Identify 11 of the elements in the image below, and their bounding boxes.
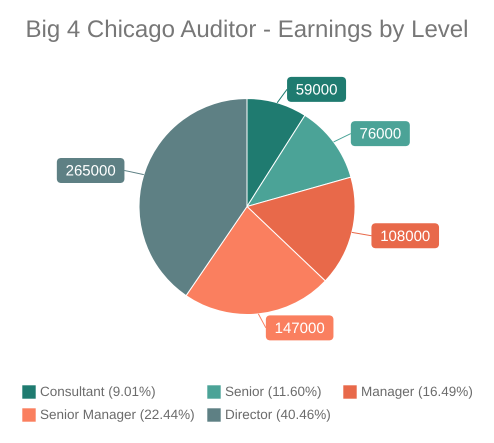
data-label: 147000 [274,320,325,337]
data-label: 265000 [66,162,116,180]
data-label: 59000 [296,81,338,98]
data-label: 108000 [380,228,430,245]
legend-label: Manager (16.49%) [361,384,473,399]
chart-title: Big 4 Chicago Auditor - Earnings by Level [26,16,468,43]
legend-label: Senior (11.60%) [225,384,322,399]
legend-label: Consultant (9.01%) [40,384,156,399]
data-label: 76000 [359,126,402,143]
legend-label: Senior Manager (22.44%) [40,407,195,422]
legend-label: Director (40.46%) [225,407,331,422]
